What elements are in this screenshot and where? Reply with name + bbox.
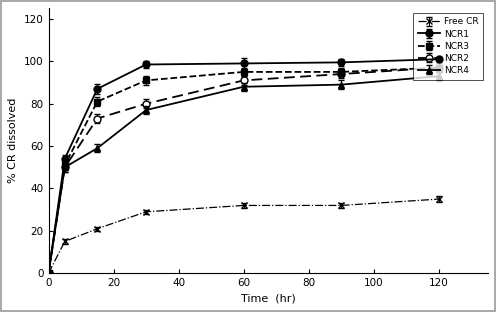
X-axis label: Time  (hr): Time (hr) bbox=[241, 294, 296, 304]
Y-axis label: % CR dissolved: % CR dissolved bbox=[8, 98, 18, 183]
Legend: Free CR, NCR1, NCR3, NCR2, NCR4: Free CR, NCR1, NCR3, NCR2, NCR4 bbox=[413, 13, 483, 80]
